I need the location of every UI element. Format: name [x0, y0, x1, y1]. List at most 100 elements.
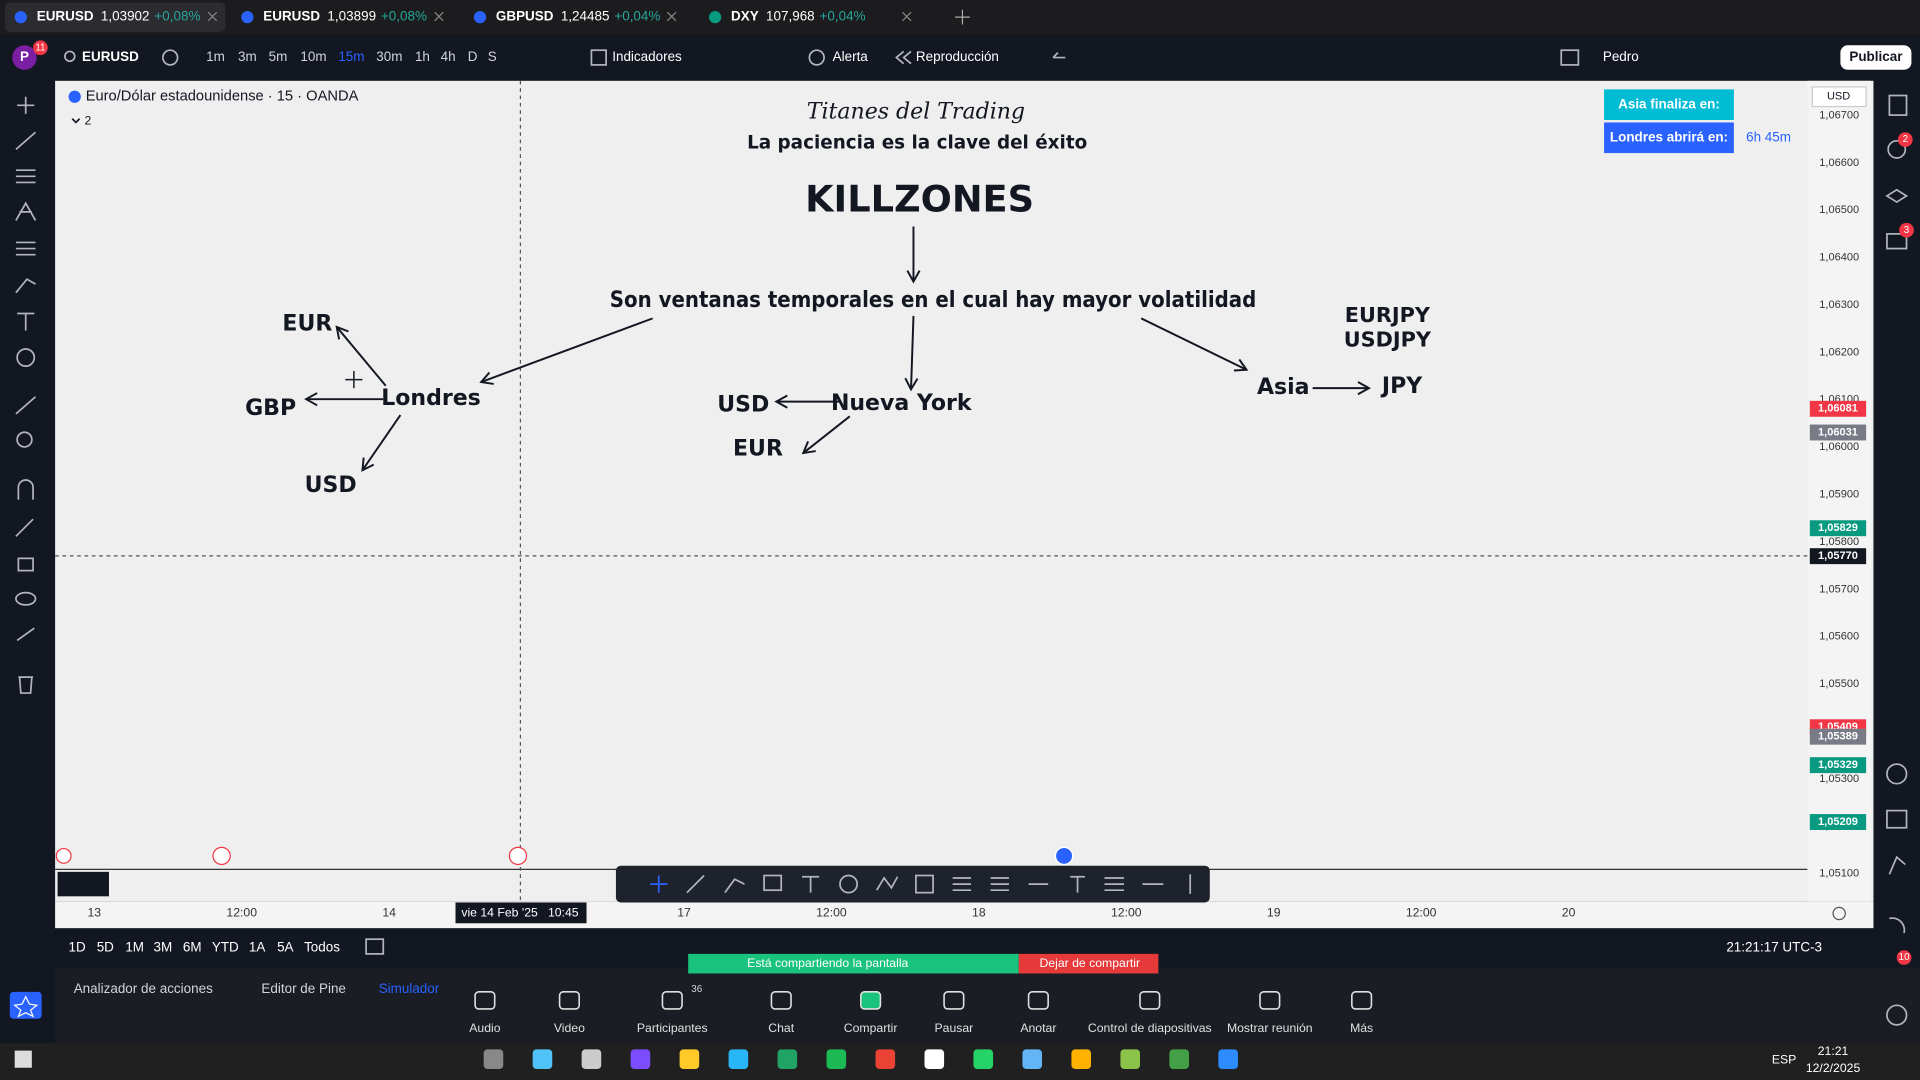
tool-pattern[interactable]	[15, 201, 37, 221]
search-icon[interactable]	[64, 50, 76, 63]
meeting-icon[interactable]	[474, 991, 496, 1010]
interval[interactable]: 3m	[238, 49, 257, 64]
range-button[interactable]: 1A	[249, 939, 265, 954]
tool-hide[interactable]	[15, 591, 37, 606]
ft-fib[interactable]	[952, 877, 972, 892]
tool-delete[interactable]	[18, 676, 34, 694]
meeting-icon[interactable]	[1027, 991, 1049, 1010]
layout-icon[interactable]	[1560, 49, 1580, 66]
bottom-tab[interactable]: Editor de Pine	[261, 981, 346, 996]
ft-rect[interactable]	[915, 874, 934, 894]
axis-settings[interactable]	[1832, 906, 1846, 921]
taskbar-app[interactable]	[581, 1049, 602, 1069]
tool-line[interactable]	[15, 131, 37, 151]
tool-lock[interactable]	[17, 557, 34, 572]
tool-cross[interactable]	[17, 96, 35, 114]
ft-line[interactable]	[686, 874, 705, 894]
tool-text[interactable]	[17, 312, 35, 331]
ft-more[interactable]	[1104, 877, 1125, 892]
tool-magnet[interactable]	[17, 479, 34, 500]
watchlist[interactable]	[1888, 94, 1908, 116]
interval[interactable]: 1m	[206, 49, 225, 64]
chats[interactable]	[1886, 233, 1908, 250]
calendar[interactable]	[1886, 809, 1908, 829]
tool-brush[interactable]	[15, 278, 36, 294]
currency-box[interactable]	[1811, 86, 1867, 108]
ideas[interactable]	[1888, 855, 1906, 875]
event-marker[interactable]	[55, 847, 72, 864]
taskbar-app[interactable]	[1218, 1049, 1238, 1069]
range-button[interactable]: 1D	[69, 939, 86, 954]
taskbar-app[interactable]	[1071, 1049, 1092, 1069]
favorites[interactable]	[9, 991, 42, 1019]
interval[interactable]: D	[468, 49, 478, 64]
tool-icons[interactable]	[16, 348, 36, 367]
range-button[interactable]: 1M	[125, 939, 144, 954]
interval[interactable]: S	[488, 49, 497, 64]
taskbar-app[interactable]	[1169, 1049, 1189, 1069]
tool-link[interactable]	[16, 627, 35, 642]
ft-gann[interactable]	[990, 877, 1009, 892]
event-marker[interactable]	[212, 846, 231, 866]
avatar[interactable]	[12, 45, 37, 70]
ft-label[interactable]	[1070, 875, 1085, 893]
interval[interactable]: 10m	[300, 49, 326, 64]
meeting-icon[interactable]	[943, 991, 965, 1010]
symbol-search[interactable]: EURUSD	[82, 49, 139, 64]
meeting-icon[interactable]	[860, 991, 882, 1010]
ft-path[interactable]	[875, 876, 899, 891]
layers[interactable]	[1885, 188, 1909, 204]
stop-share-button[interactable]	[1018, 953, 1159, 974]
interval[interactable]: 5m	[269, 49, 288, 64]
meeting-icon[interactable]	[1351, 991, 1373, 1010]
tool-zoom[interactable]	[16, 431, 33, 448]
taskbar-app[interactable]	[826, 1049, 847, 1069]
interval[interactable]: 1h	[415, 49, 430, 64]
new-tab[interactable]	[955, 9, 970, 25]
meeting-icon[interactable]	[558, 991, 580, 1010]
ft-text[interactable]	[802, 875, 820, 893]
taskbar-app[interactable]	[1022, 1049, 1043, 1069]
range-button[interactable]: 5D	[97, 939, 114, 954]
replay[interactable]: Reproducción	[916, 49, 999, 64]
tool-forecast[interactable]	[15, 241, 36, 256]
range-button[interactable]: 5A	[277, 939, 293, 954]
range-button[interactable]: YTD	[212, 939, 239, 954]
interval[interactable]: 4h	[441, 49, 456, 64]
taskbar-app[interactable]	[875, 1049, 896, 1069]
layout-name[interactable]: Pedro	[1603, 49, 1639, 64]
tab[interactable]	[4, 2, 226, 32]
taskbar-app[interactable]	[728, 1049, 749, 1069]
range-button[interactable]: 6M	[183, 939, 202, 954]
target[interactable]	[1886, 763, 1908, 785]
tab-close[interactable]	[434, 11, 444, 22]
taskbar-app[interactable]	[679, 1049, 700, 1069]
interval[interactable]: 15m	[338, 49, 364, 64]
legend-toggle[interactable]	[71, 118, 81, 124]
tab-close[interactable]	[207, 11, 218, 22]
tool-fib[interactable]	[15, 169, 36, 184]
tab-close[interactable]	[902, 11, 912, 22]
taskbar-app[interactable]	[924, 1049, 945, 1069]
taskbar-app[interactable]	[973, 1049, 994, 1069]
compare-icon[interactable]	[162, 49, 179, 66]
ft-note[interactable]	[763, 874, 783, 892]
date-range-icon[interactable]	[365, 938, 385, 955]
taskbar-app[interactable]	[1120, 1049, 1140, 1069]
taskbar-app[interactable]	[532, 1049, 553, 1069]
ft-brush[interactable]	[724, 878, 745, 894]
streams[interactable]	[1889, 917, 1906, 934]
meeting-icon[interactable]	[1139, 991, 1161, 1010]
interval[interactable]: 30m	[376, 49, 402, 64]
ft-shape[interactable]	[839, 874, 858, 894]
ft-cross[interactable]	[650, 875, 668, 893]
undo[interactable]	[1052, 52, 1066, 59]
alerts[interactable]	[1887, 139, 1907, 159]
meeting-icon[interactable]	[770, 991, 792, 1010]
range-button[interactable]: Todos	[304, 939, 340, 954]
bottom-tab[interactable]: Analizador de acciones	[74, 981, 213, 996]
publish-button[interactable]	[1840, 45, 1912, 70]
help[interactable]	[1886, 1004, 1908, 1026]
taskbar-app[interactable]	[777, 1049, 798, 1069]
tool-stay[interactable]	[15, 518, 34, 537]
